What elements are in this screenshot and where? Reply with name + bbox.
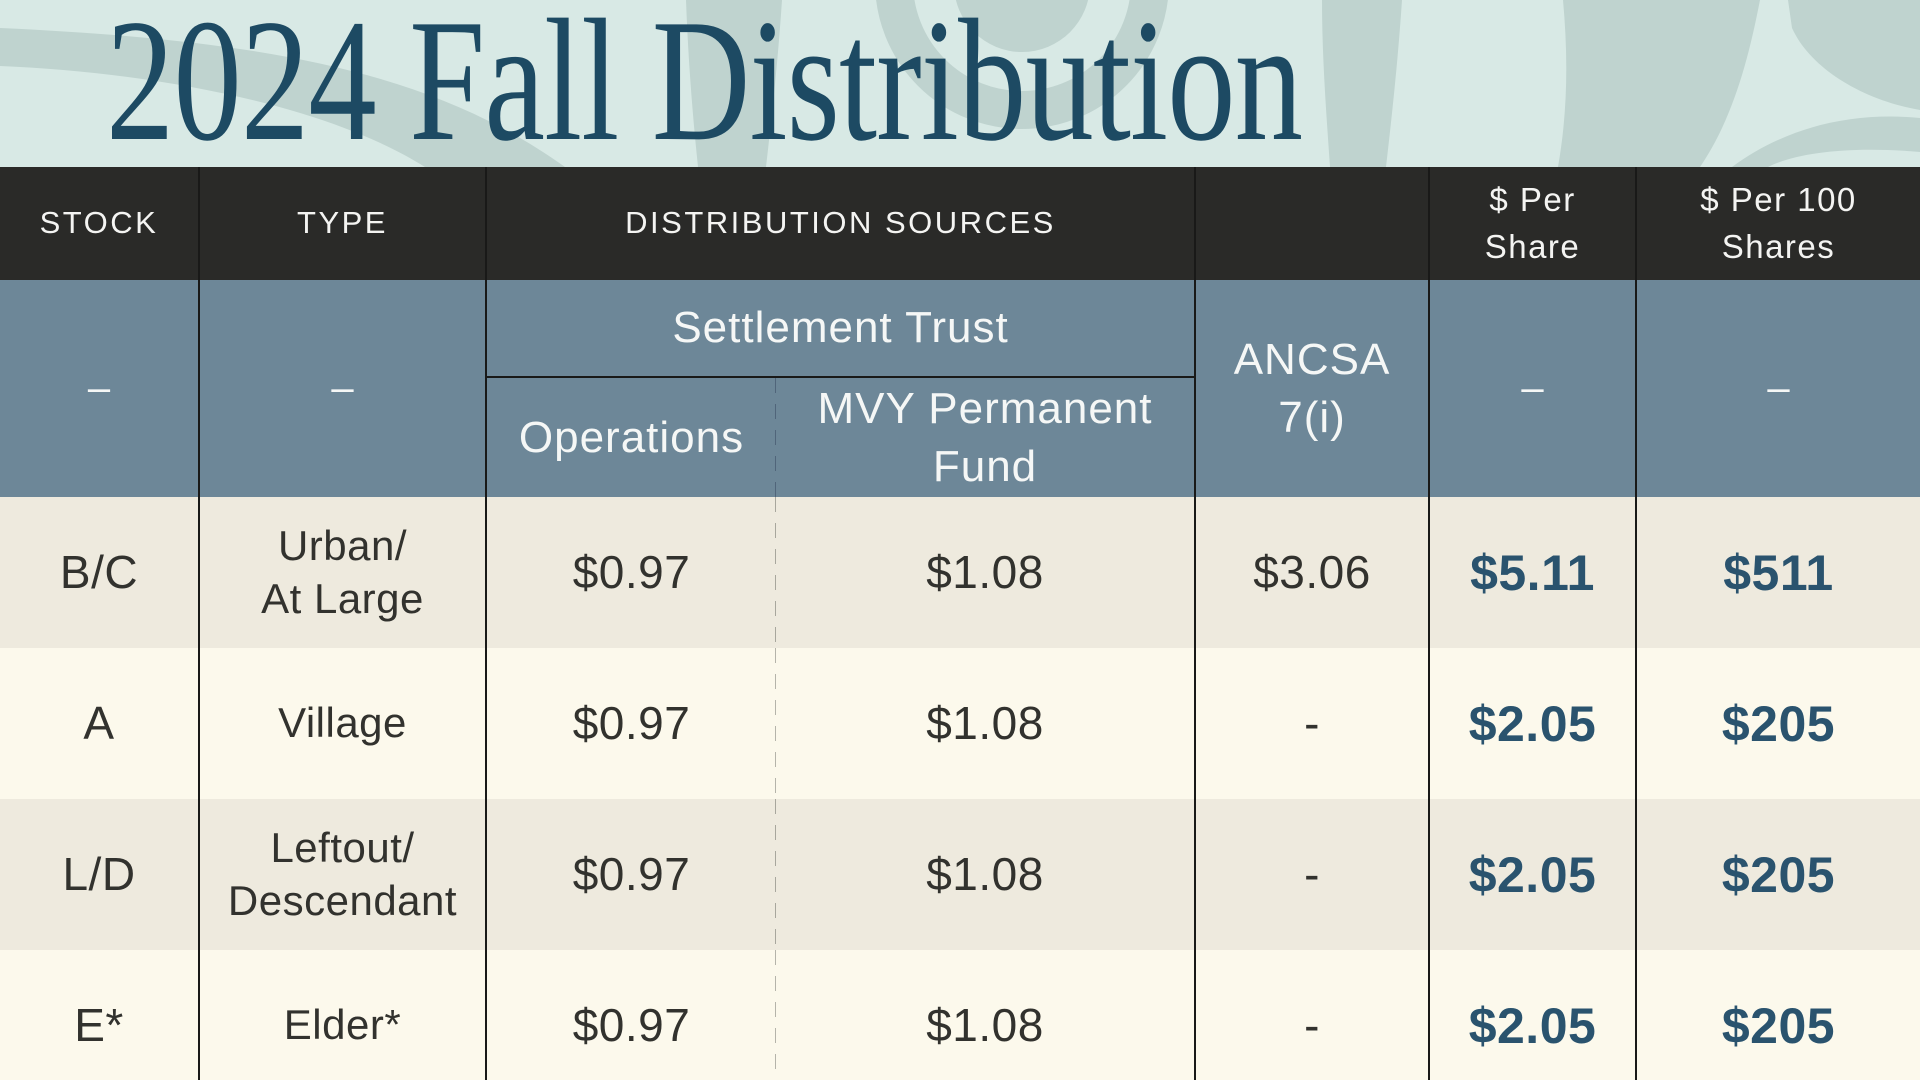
header-stock-cell: STOCK [0,167,200,280]
operations-cell: Operations [487,378,777,497]
formline-arc-core-shape [955,0,1089,52]
operations-value: $0.97 [572,998,691,1051]
formline-shapes [0,0,1920,167]
stock-cell: E* [0,950,200,1080]
settlement-trust-cell: Settlement Trust [487,280,1196,378]
stock-value: L/D [62,847,136,900]
ancsa-value: - [1304,998,1320,1051]
header-per-100-shares-cell: $ Per 100 Shares [1637,167,1920,280]
per-100-value-cell: $205 [1637,950,1920,1080]
type-value: Elder* [283,1001,402,1049]
settlement-trust-label: Settlement Trust [672,303,1009,353]
subheader-per-share-dash-cell: – [1430,280,1637,497]
per-100-value-cell: $511 [1637,497,1920,648]
ancsa-value-cell: - [1196,950,1430,1080]
per-share-value-cell: $5.11 [1430,497,1637,648]
header-per-share-cell: $ Per Share [1430,167,1637,280]
mvy-value-cell: $1.08 [776,950,1196,1080]
operations-value: $0.97 [572,545,691,598]
type-value: Village [278,699,407,747]
ancsa-value-cell: - [1196,799,1430,950]
decorative-header: 2024 Fall Distribution [0,0,1920,177]
header-spacer-cell [1196,167,1430,280]
stock-cell: A [0,648,200,799]
formline-arc-ring-shape [876,0,1168,129]
header-stock-label: STOCK [39,205,159,241]
operations-label: Operations [518,412,745,462]
operations-value-cell: $0.97 [487,648,777,799]
ancsa-cell: ANCSA 7(i) [1196,280,1430,497]
formline-pattern [0,0,1920,167]
formline-ribbon-right-shape [1322,0,1402,167]
operations-value-cell: $0.97 [487,497,777,648]
stock-dash: – [87,366,111,410]
ancsa-value-cell: $3.06 [1196,497,1430,648]
formline-hook-shape [1732,116,1920,167]
mvy-value: $1.08 [926,696,1044,749]
mvy-value: $1.08 [926,998,1044,1051]
formline-swoosh-shape [0,28,565,167]
header-distribution-sources-cell: DISTRIBUTION SOURCES [487,167,1196,280]
per-100-value: $205 [1721,695,1836,752]
header-type-label: TYPE [297,205,388,241]
per-100-dash: – [1767,366,1790,410]
header-distribution-sources-label: DISTRIBUTION SOURCES [625,205,1056,241]
ancsa-label: ANCSA 7(i) [1233,335,1391,442]
header-per-share-label: $ Per Share [1484,181,1581,265]
mvy-permanent-fund-cell: MVY Permanent Fund [776,378,1196,497]
per-share-dash: – [1521,366,1544,410]
per-100-value: $205 [1721,997,1836,1054]
operations-value-cell: $0.97 [487,799,777,950]
mvy-value-cell: $1.08 [776,648,1196,799]
per-100-value: $205 [1721,846,1836,903]
operations-value-cell: $0.97 [487,950,777,1080]
ancsa-value-cell: - [1196,648,1430,799]
type-value: Leftout/ Descendant [227,824,458,924]
mvy-value-cell: $1.08 [776,799,1196,950]
stock-value: B/C [59,545,139,598]
mvy-permanent-fund-label: MVY Permanent Fund [817,384,1153,491]
mvy-value-cell: $1.08 [776,497,1196,648]
per-share-value-cell: $2.05 [1430,648,1637,799]
mvy-value: $1.08 [926,847,1044,900]
type-cell: Elder* [200,950,487,1080]
per-share-value: $2.05 [1468,997,1597,1054]
stock-cell: B/C [0,497,200,648]
header-type-cell: TYPE [200,167,487,280]
header-per-100-shares-label: $ Per 100 Shares [1700,181,1857,265]
distribution-table: STOCK TYPE DISTRIBUTION SOURCES $ Per Sh… [0,167,1920,1080]
per-share-value-cell: $2.05 [1430,799,1637,950]
ancsa-value: - [1304,696,1320,749]
mvy-value: $1.08 [926,545,1044,598]
type-dash: – [331,366,354,410]
formline-corner-shape [1788,0,1920,110]
per-share-value: $2.05 [1468,695,1597,752]
type-value: Urban/ At Large [261,522,424,622]
ancsa-value: $3.06 [1253,545,1371,598]
per-100-value: $511 [1723,544,1834,601]
subheader-per-100-dash-cell: – [1637,280,1920,497]
type-cell: Village [200,648,487,799]
operations-value: $0.97 [572,696,691,749]
per-100-value-cell: $205 [1637,799,1920,950]
per-100-value-cell: $205 [1637,648,1920,799]
stock-value: A [83,696,115,749]
operations-value: $0.97 [572,847,691,900]
per-share-value-cell: $2.05 [1430,950,1637,1080]
page-title: 2024 Fall Distribution [106,0,1303,177]
type-cell: Urban/ At Large [200,497,487,648]
subheader-stock-dash-cell: – [0,280,200,497]
per-share-value: $2.05 [1468,846,1597,903]
per-share-value: $5.11 [1470,544,1595,601]
stock-cell: L/D [0,799,200,950]
formline-ribbon-left-shape [686,0,782,167]
subheader-type-dash-cell: – [200,280,487,497]
type-cell: Leftout/ Descendant [200,799,487,950]
formline-blade-shape [1558,0,1760,167]
ancsa-value: - [1304,847,1320,900]
stock-value: E* [74,998,124,1051]
